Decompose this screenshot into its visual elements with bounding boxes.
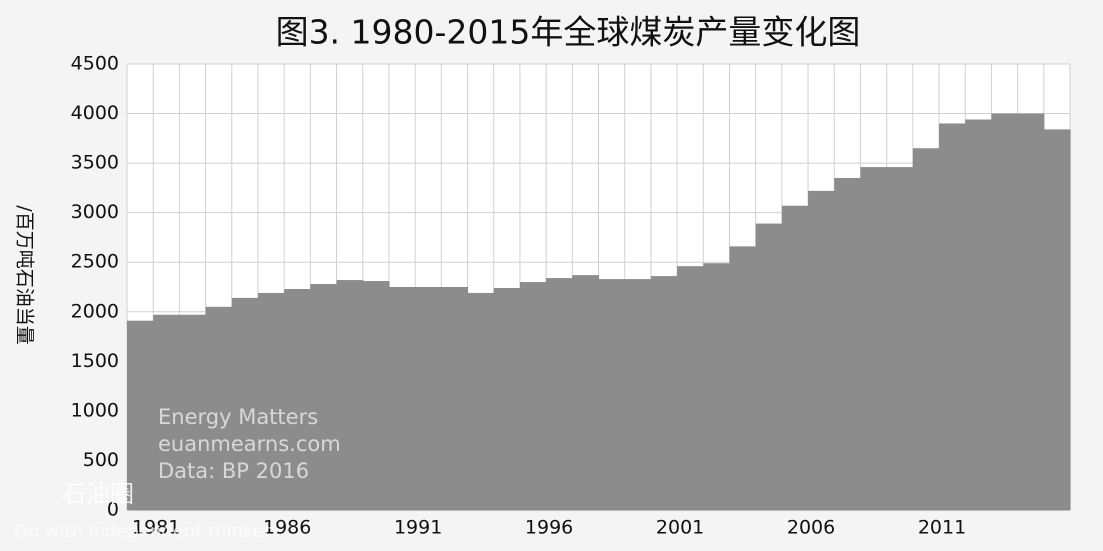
area-step <box>677 266 704 510</box>
x-tick-label: 1986 <box>263 517 311 539</box>
area-step <box>624 279 652 510</box>
chart-title: 图3. 1980-2015年全球煤炭产量变化图 <box>276 13 861 52</box>
watermark: 石油圈 <box>62 480 134 508</box>
y-tick-label: 2500 <box>71 251 119 273</box>
y-tick-label: 4000 <box>71 102 119 124</box>
x-tick-label: 2011 <box>918 517 966 539</box>
x-tick-label: 1991 <box>394 517 442 539</box>
area-step <box>834 177 862 510</box>
y-tick-label: 2000 <box>71 300 119 322</box>
x-tick-label: 1981 <box>132 517 180 539</box>
area-step <box>650 276 678 510</box>
y-tick-label: 0 <box>107 499 119 521</box>
area-step <box>546 278 573 510</box>
area-step <box>860 167 888 510</box>
annotation: Energy Matters <box>158 405 318 429</box>
y-axis-label: /百万吨石油当量 <box>14 205 36 344</box>
x-tick-label: 2001 <box>656 517 704 539</box>
area-step <box>912 148 940 510</box>
area-step <box>965 119 993 510</box>
area-step <box>519 282 547 510</box>
area-step <box>127 320 154 510</box>
area-step <box>729 246 757 510</box>
area-step <box>284 288 311 510</box>
area-step <box>231 297 259 510</box>
area-step <box>310 284 338 510</box>
y-tick-label: 3500 <box>71 152 119 174</box>
area-step <box>1043 129 1071 510</box>
area-step <box>336 280 364 510</box>
area-step <box>362 281 390 510</box>
area-step <box>781 205 809 510</box>
area-step <box>808 190 835 510</box>
area-step <box>755 223 783 510</box>
area-step <box>388 287 416 510</box>
area-step <box>467 292 495 510</box>
area-step <box>703 263 731 510</box>
y-tick-label: 1000 <box>71 399 119 421</box>
area-step <box>598 279 626 510</box>
y-tick-label: 3000 <box>71 201 119 223</box>
x-tick-label: 2006 <box>787 517 835 539</box>
annotation: Data: BP 2016 <box>158 459 309 483</box>
annotation: euanmearns.com <box>158 432 341 456</box>
area-step <box>415 287 442 510</box>
x-tick-label: 1996 <box>525 517 573 539</box>
area-step <box>886 167 914 510</box>
y-tick-label: 500 <box>83 449 119 471</box>
area-step <box>441 287 469 510</box>
area-step <box>179 314 207 510</box>
area-step <box>205 306 233 510</box>
area-step <box>939 123 966 510</box>
area-step <box>572 275 600 510</box>
area-step <box>493 287 521 510</box>
y-tick-label: 4500 <box>71 53 119 75</box>
area-step <box>1017 113 1045 511</box>
y-tick-label: 1500 <box>71 350 119 372</box>
watermark: Go with independent thinker <box>14 521 272 542</box>
area-step <box>257 292 285 510</box>
area-step <box>991 113 1019 511</box>
area-step <box>153 314 180 510</box>
